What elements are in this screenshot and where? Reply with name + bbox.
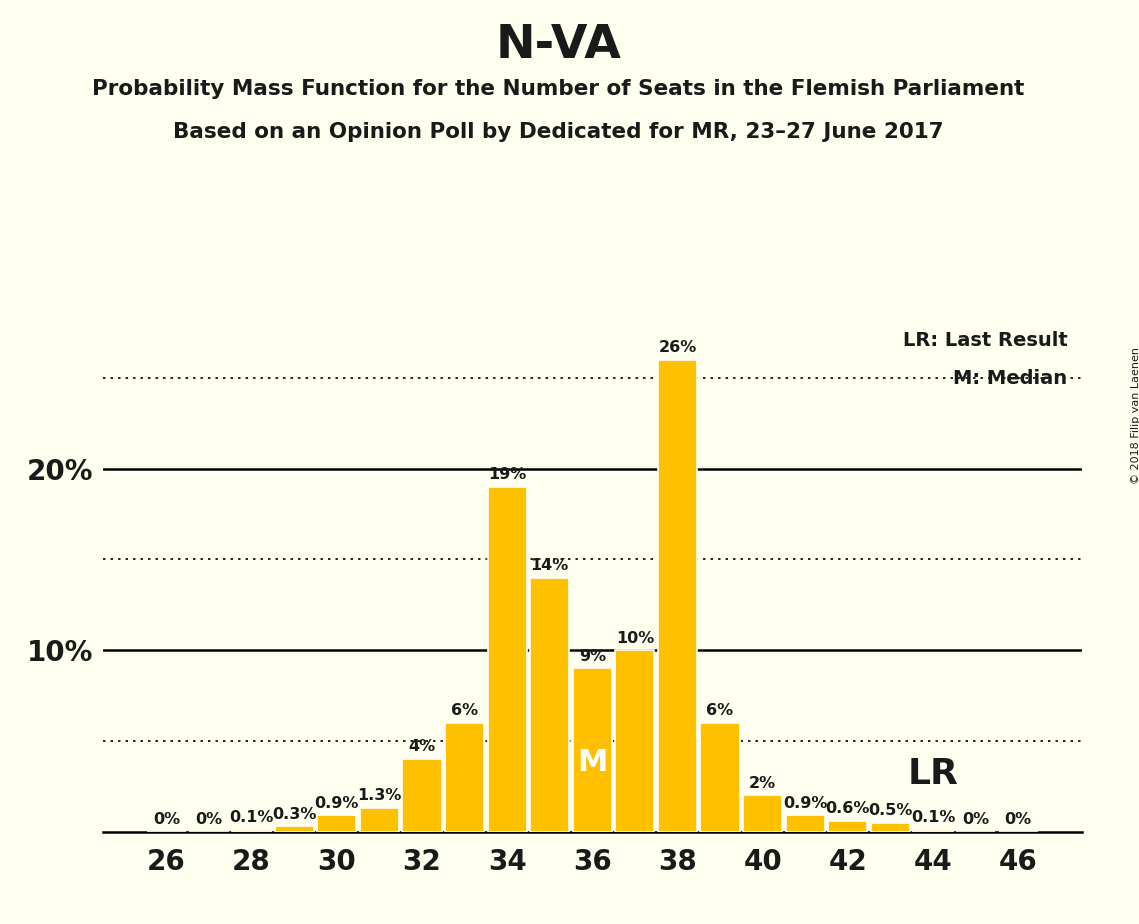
Text: 0%: 0% bbox=[962, 812, 989, 827]
Bar bbox=[786, 815, 825, 832]
Bar bbox=[232, 830, 271, 832]
Text: 14%: 14% bbox=[531, 558, 568, 573]
Bar bbox=[913, 830, 952, 832]
Text: 19%: 19% bbox=[487, 468, 526, 482]
Bar bbox=[487, 487, 526, 832]
Text: 0.6%: 0.6% bbox=[826, 801, 870, 816]
Bar bbox=[274, 826, 313, 832]
Bar bbox=[530, 578, 570, 832]
Text: LR: LR bbox=[908, 757, 958, 791]
Text: 0%: 0% bbox=[1005, 812, 1032, 827]
Text: 0.1%: 0.1% bbox=[229, 810, 273, 825]
Text: 0.5%: 0.5% bbox=[868, 803, 912, 818]
Text: LR: Last Result: LR: Last Result bbox=[902, 331, 1067, 350]
Bar bbox=[743, 796, 782, 832]
Text: Based on an Opinion Poll by Dedicated for MR, 23–27 June 2017: Based on an Opinion Poll by Dedicated fo… bbox=[173, 122, 943, 142]
Text: M: Median: M: Median bbox=[953, 369, 1067, 388]
Text: 2%: 2% bbox=[749, 776, 776, 791]
Text: 0%: 0% bbox=[196, 812, 222, 827]
Text: © 2018 Filip van Laenen: © 2018 Filip van Laenen bbox=[1131, 347, 1139, 484]
Text: M: M bbox=[577, 748, 607, 777]
Text: 0.9%: 0.9% bbox=[782, 796, 827, 810]
Bar bbox=[360, 808, 399, 832]
Text: 6%: 6% bbox=[706, 703, 734, 718]
Text: 1.3%: 1.3% bbox=[358, 788, 402, 804]
Text: 6%: 6% bbox=[451, 703, 478, 718]
Text: 4%: 4% bbox=[409, 739, 435, 755]
Text: 9%: 9% bbox=[579, 649, 606, 663]
Text: 26%: 26% bbox=[658, 340, 697, 355]
Bar bbox=[317, 815, 357, 832]
Bar bbox=[445, 723, 484, 832]
Text: Probability Mass Function for the Number of Seats in the Flemish Parliament: Probability Mass Function for the Number… bbox=[92, 79, 1024, 99]
Text: N-VA: N-VA bbox=[495, 23, 621, 68]
Text: 0.3%: 0.3% bbox=[272, 807, 317, 821]
Bar bbox=[615, 650, 655, 832]
Bar bbox=[871, 822, 910, 832]
Bar bbox=[402, 759, 442, 832]
Bar bbox=[658, 359, 697, 832]
Text: 10%: 10% bbox=[616, 630, 654, 646]
Text: 0%: 0% bbox=[153, 812, 180, 827]
Bar bbox=[573, 668, 612, 832]
Text: 0.1%: 0.1% bbox=[911, 810, 956, 825]
Bar bbox=[700, 723, 739, 832]
Text: 0.9%: 0.9% bbox=[314, 796, 359, 810]
Bar bbox=[828, 821, 868, 832]
